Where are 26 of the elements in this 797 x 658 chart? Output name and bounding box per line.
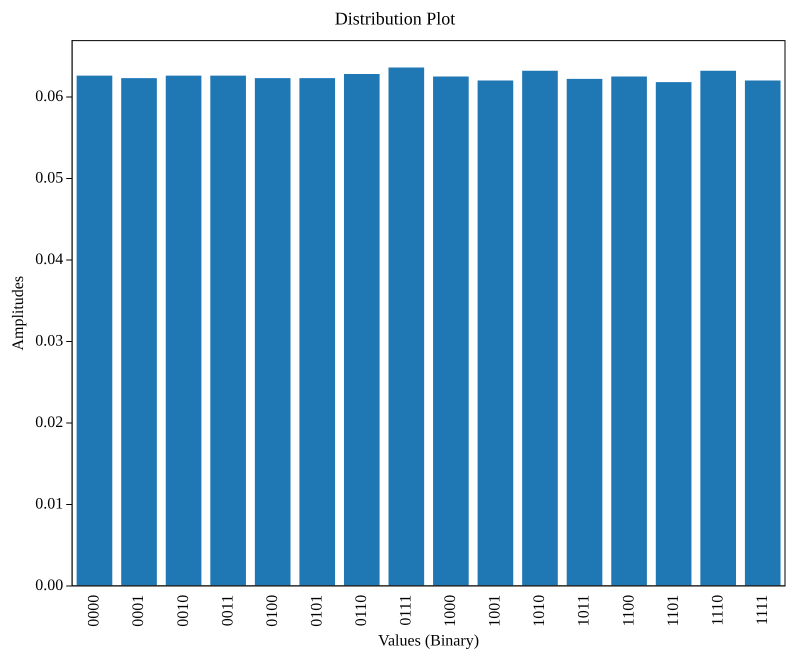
x-axis-title: Values (Binary) bbox=[378, 632, 480, 650]
chart-title: Distribution Plot bbox=[334, 8, 456, 29]
y-tick-label: 0.06 bbox=[35, 88, 64, 106]
x-tick-label: 1110 bbox=[709, 594, 726, 626]
x-tick-label: 0001 bbox=[130, 594, 148, 627]
x-tick-label: 1011 bbox=[576, 594, 593, 626]
x-tick-label: 0110 bbox=[352, 594, 370, 626]
y-tick-label: 0.01 bbox=[35, 496, 64, 513]
x-tick-label: 1010 bbox=[531, 594, 548, 627]
x-tick-label: 0000 bbox=[86, 594, 103, 627]
y-tick-label: 0.03 bbox=[35, 332, 64, 350]
x-tick-label: 0010 bbox=[174, 594, 192, 627]
x-tick-label: 1000 bbox=[442, 594, 460, 627]
x-tick-label: 0100 bbox=[264, 594, 281, 627]
x-tick-label: 1001 bbox=[486, 594, 504, 627]
y-tick-label: 0.02 bbox=[35, 414, 64, 432]
y-tick-label: 0.04 bbox=[35, 251, 64, 268]
y-tick-label: 0.00 bbox=[35, 577, 64, 594]
x-tick-label: 0101 bbox=[308, 594, 326, 627]
x-tick-label: 1111 bbox=[754, 594, 771, 626]
x-tick-label: 0111 bbox=[398, 594, 415, 626]
x-tick-label: 1101 bbox=[664, 594, 682, 626]
y-axis-title: Amplitudes bbox=[10, 276, 27, 351]
y-tick-label: 0.05 bbox=[35, 170, 64, 187]
x-tick-label: 0011 bbox=[219, 594, 236, 626]
x-tick-label: 1100 bbox=[620, 594, 638, 626]
